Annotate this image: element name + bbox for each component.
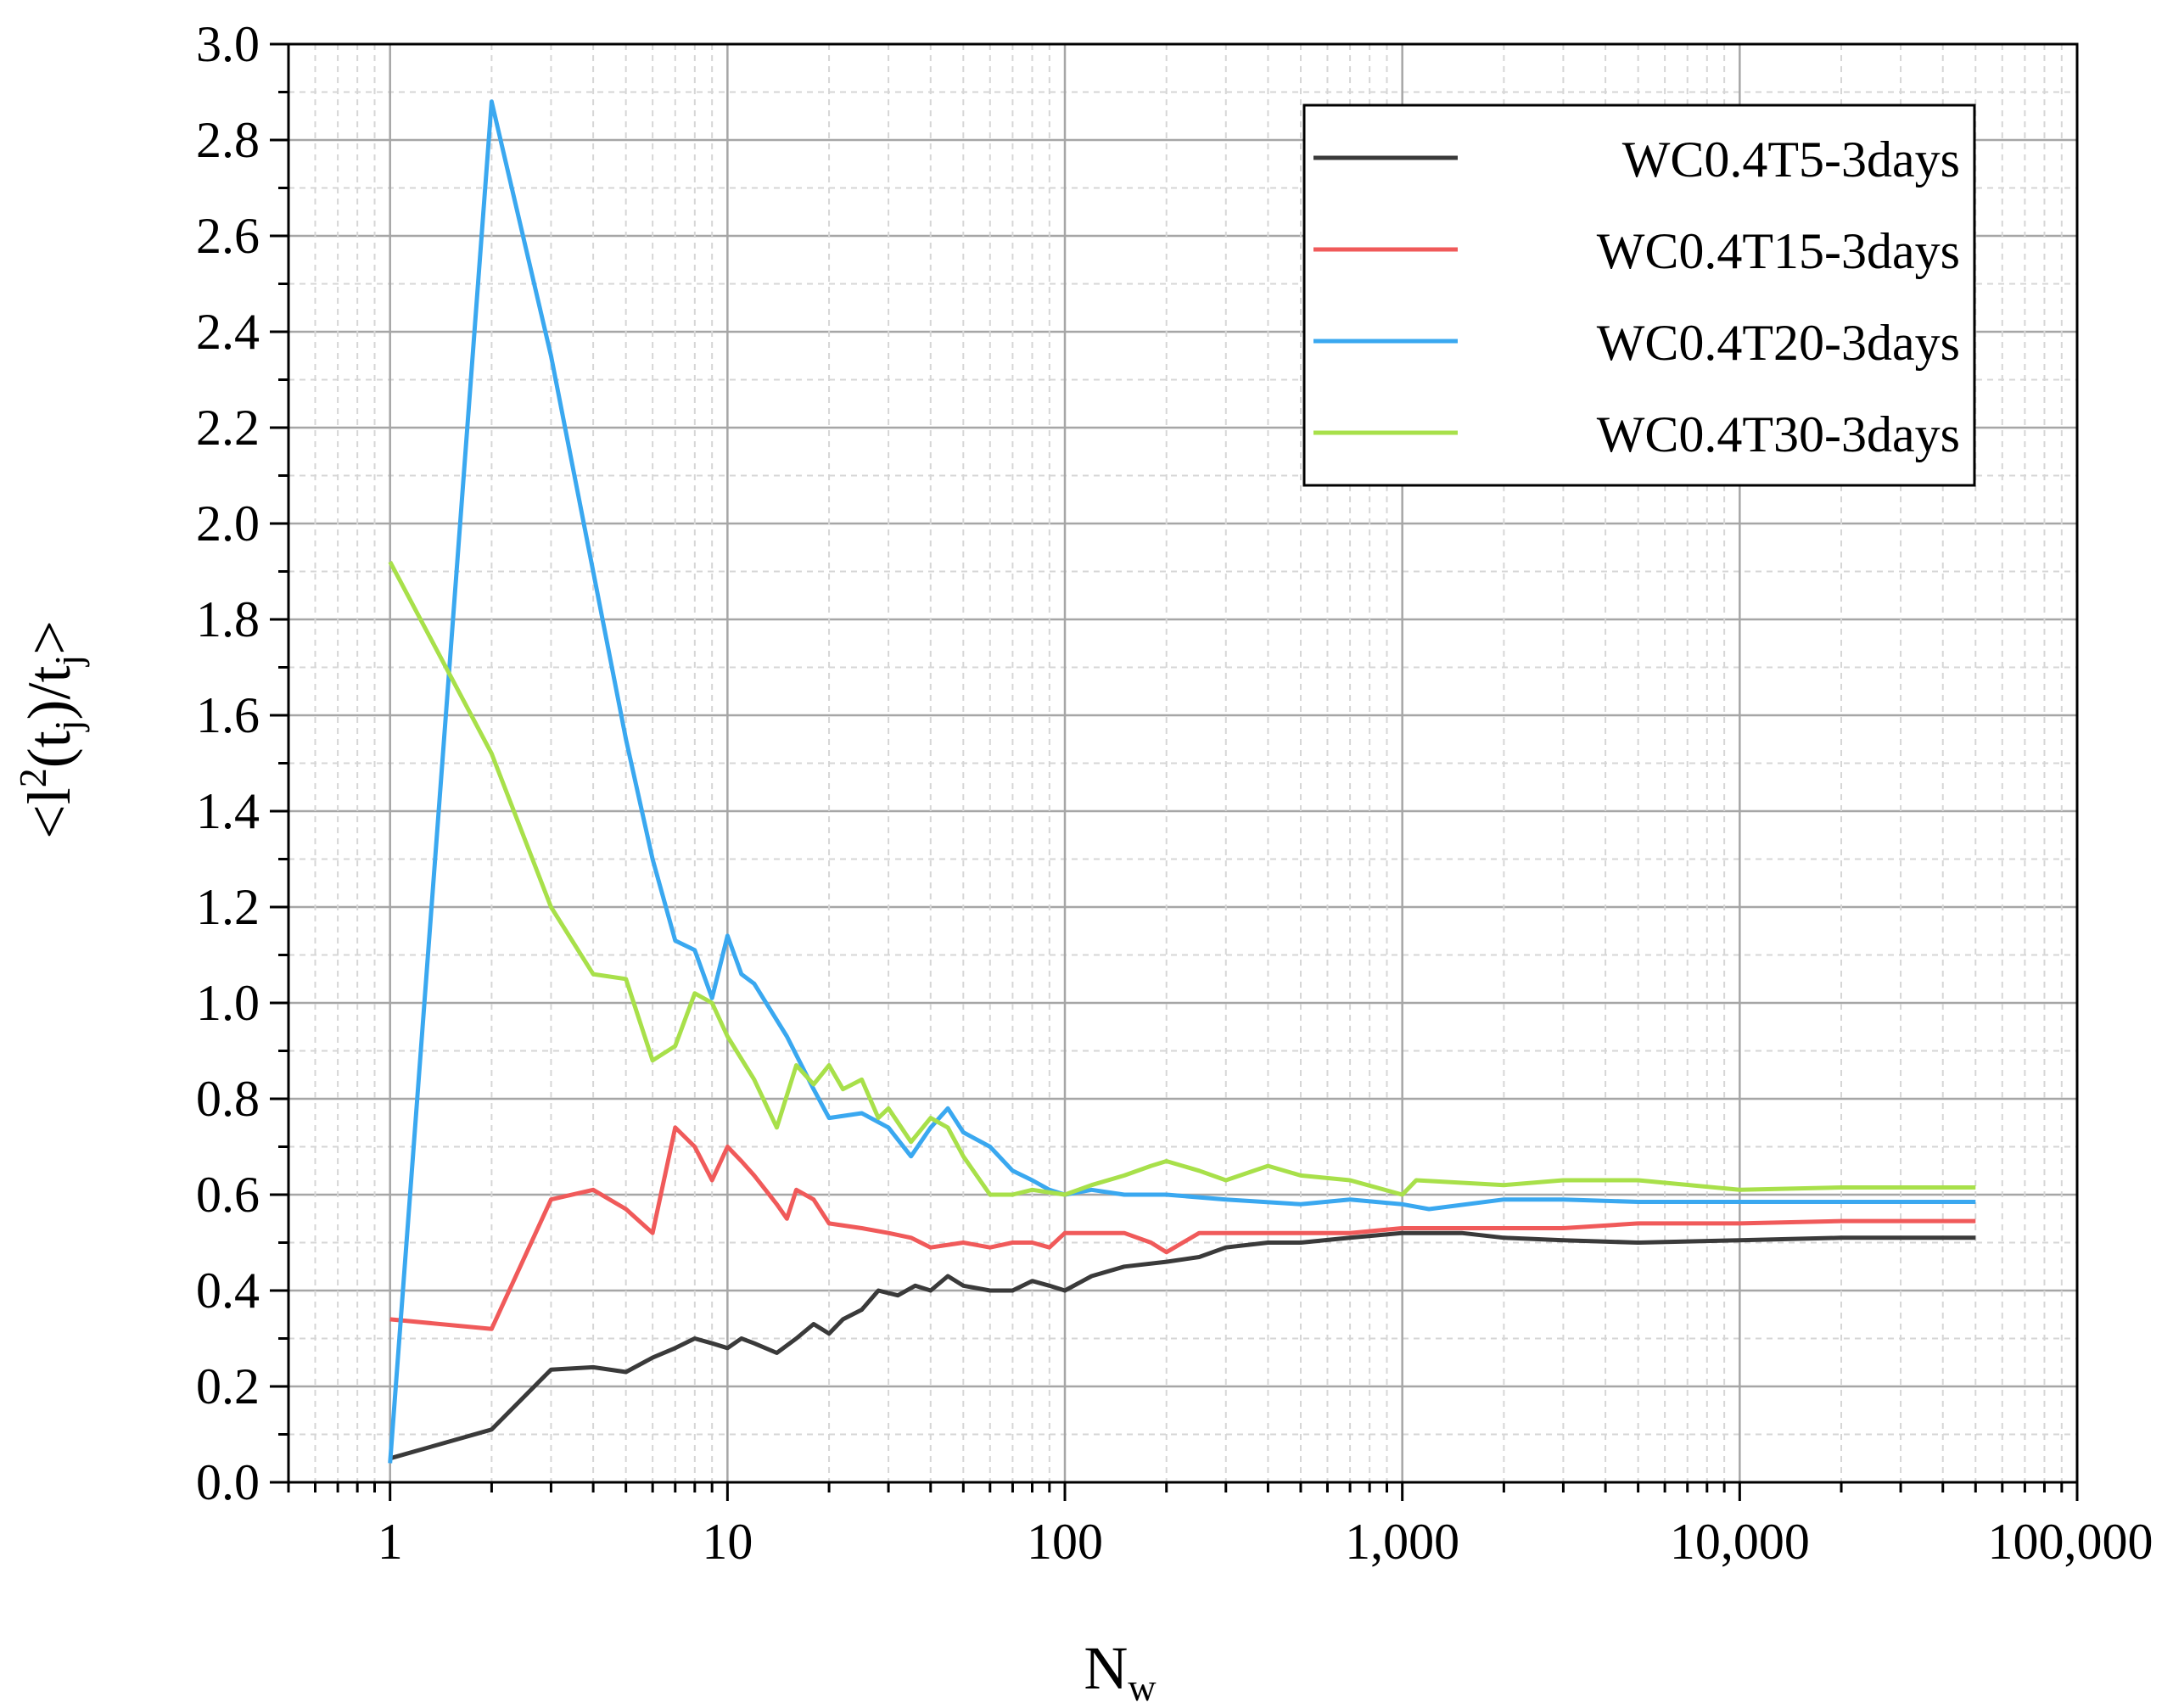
y-tick-label: 0.6: [196, 1167, 260, 1223]
axis-ticks: 0.0 0.2 0.4 0.6 0.8 1.0 1.2 1.4 1.6 1.8 2.0 2.2 2.4 2…: [196, 16, 2153, 1570]
y-tick-label: 1.8: [196, 591, 260, 647]
y-tick-label: 0.2: [196, 1358, 260, 1414]
x-tick-label: 1,000: [1345, 1514, 1459, 1570]
y-tick-label: 0.4: [196, 1263, 260, 1319]
y-tick-label: 0.0: [196, 1454, 260, 1510]
y-tick-label: 2.8: [196, 112, 260, 168]
y-tick-label: 2.0: [196, 496, 260, 552]
x-tick-label: 1: [378, 1514, 403, 1570]
y-tick-label: 3.0: [196, 16, 260, 72]
y-tick-label: 1.2: [196, 879, 260, 935]
series-line-1: [389, 1230, 1976, 1461]
legend-label: WC0.4T5-3days: [1622, 132, 1960, 188]
y-tick-label: 0.8: [196, 1071, 260, 1127]
y-axis-title: <l2(tj)/tj>: [11, 620, 90, 839]
y-tick-label: 2.6: [196, 208, 260, 264]
x-tick-label: 100: [1027, 1514, 1103, 1570]
legend-label: WC0.4T30-3days: [1597, 406, 1960, 462]
y-tick-label: 2.4: [196, 304, 260, 360]
y-tick-label: 2.2: [196, 400, 260, 456]
legend-box: [1302, 104, 1976, 487]
x-tick-label: 100,000: [1988, 1514, 2153, 1570]
legend-label: WC0.4T20-3days: [1597, 315, 1960, 371]
series-line-3: [388, 99, 1976, 1464]
series-lines: [388, 99, 1976, 1464]
legend: WC0.4T5-3days WC0.4T15-3days WC0.4T20-3day…: [1302, 104, 1976, 487]
legend-label: WC0.4T15-3days: [1597, 223, 1960, 279]
y-tick-label: 1.0: [196, 975, 260, 1031]
x-tick-label: 10: [702, 1514, 753, 1570]
x-axis-title: Nw: [1084, 1634, 1157, 1708]
series-line-2: [389, 1125, 1976, 1331]
series-line-4: [388, 561, 1976, 1197]
y-tick-label: 1.4: [196, 783, 260, 839]
x-tick-label: 10,000: [1670, 1514, 1810, 1570]
y-tick-label: 1.6: [196, 687, 260, 743]
